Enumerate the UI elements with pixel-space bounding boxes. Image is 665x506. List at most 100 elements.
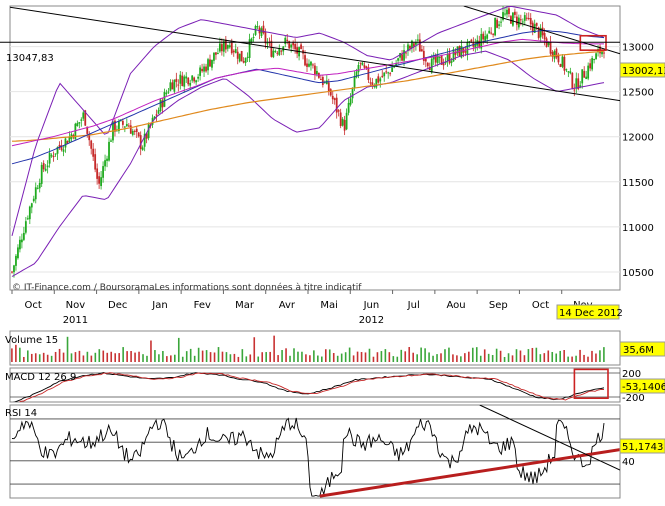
volume-bar [527,349,530,362]
candle-body [335,97,338,113]
volume-bar [281,350,283,362]
volume-bar [519,350,522,362]
candle-body [288,41,291,49]
candle-body [22,232,25,240]
candle-body [444,61,447,64]
candle-body [121,120,124,125]
candle-body [38,182,41,189]
candle-body [316,70,318,75]
candle-body [345,112,348,130]
price-y-tick-label: 12000 [622,133,654,144]
candle-body [228,45,231,48]
candle-body [563,56,566,71]
volume-bar [348,347,351,362]
candle-body [125,124,128,127]
candle-body [54,153,57,155]
volume-bar [301,351,303,362]
candle-body [274,50,277,52]
candle-body [139,135,142,150]
volume-bar [436,354,438,362]
volume-bar [591,350,593,362]
macd-y-tick-label: 200 [622,369,641,380]
month-label: Fev [194,300,211,311]
volume-bar [245,356,248,362]
candle-body [234,49,237,53]
month-label: Nov [66,300,86,311]
candle-body [389,73,392,75]
candle-body [195,80,198,83]
candle-body [416,39,419,41]
candle-body [153,116,156,119]
candle-body [549,41,552,54]
volume-bar [356,351,359,362]
volume-bar [217,347,220,362]
candle-body [593,59,596,61]
volume-bar [495,348,498,362]
candle-body [169,82,172,91]
month-label: Mai [320,300,338,311]
candle-body [42,163,45,170]
candle-body [363,65,366,68]
candle-body [383,72,386,77]
candle-body [36,187,39,189]
date-label: 14 Dec 2012 [559,308,623,319]
candle-body [201,68,203,72]
candle-body [312,64,314,66]
volume-bar [181,356,184,362]
candle-body [337,110,340,112]
moving-average-blue-line [11,29,605,165]
candle-body [167,91,170,93]
volume-bar [543,353,546,362]
volume-bar [158,354,160,362]
volume-bar [372,356,375,362]
candle-body [242,61,245,63]
candle-body [343,119,346,131]
candle-body [373,85,376,87]
candle-body [438,56,441,58]
candle-body [436,55,439,63]
candle-body [296,47,299,54]
candle-body [480,33,483,49]
volume-bar [11,348,13,362]
candle-body [147,124,150,139]
candle-body [78,122,81,124]
candle-body [11,271,13,273]
candle-body [252,37,255,39]
candle-body [504,13,506,15]
candle-body [537,27,540,39]
volume-bar [94,352,97,362]
candle-body [403,50,405,61]
volume-bar [503,356,506,362]
volume-bar [23,356,25,362]
volume-bar [233,353,236,362]
candle-body [19,239,21,250]
volume-bar [241,349,244,362]
candle-body [413,43,415,47]
volume-bar [344,352,347,362]
rsi-value-box [619,438,665,454]
volume-bar [197,347,200,362]
candle-body [213,52,215,61]
price-y-tick-label: 11000 [622,223,654,234]
price-y-tick-label: 11500 [622,178,654,189]
volume-bar [118,353,120,362]
volume-bar [30,353,33,362]
candle-body [405,52,407,54]
candle-body [490,32,493,34]
volume-bar [273,335,275,362]
price-trendline [463,6,620,55]
volume-bar [58,348,61,362]
volume-bar [587,356,589,362]
volume-bar [154,350,156,362]
volume-bar [483,349,486,362]
candle-body [84,110,87,126]
candle-body [351,87,354,99]
candle-body [300,44,302,49]
candle-body [94,154,97,170]
volume-bar [162,351,164,362]
candle-body [250,38,253,42]
candle-body [199,67,201,76]
macd-highlight-box [573,368,609,399]
volume-bar [567,356,569,362]
month-label: Mar [235,300,255,311]
